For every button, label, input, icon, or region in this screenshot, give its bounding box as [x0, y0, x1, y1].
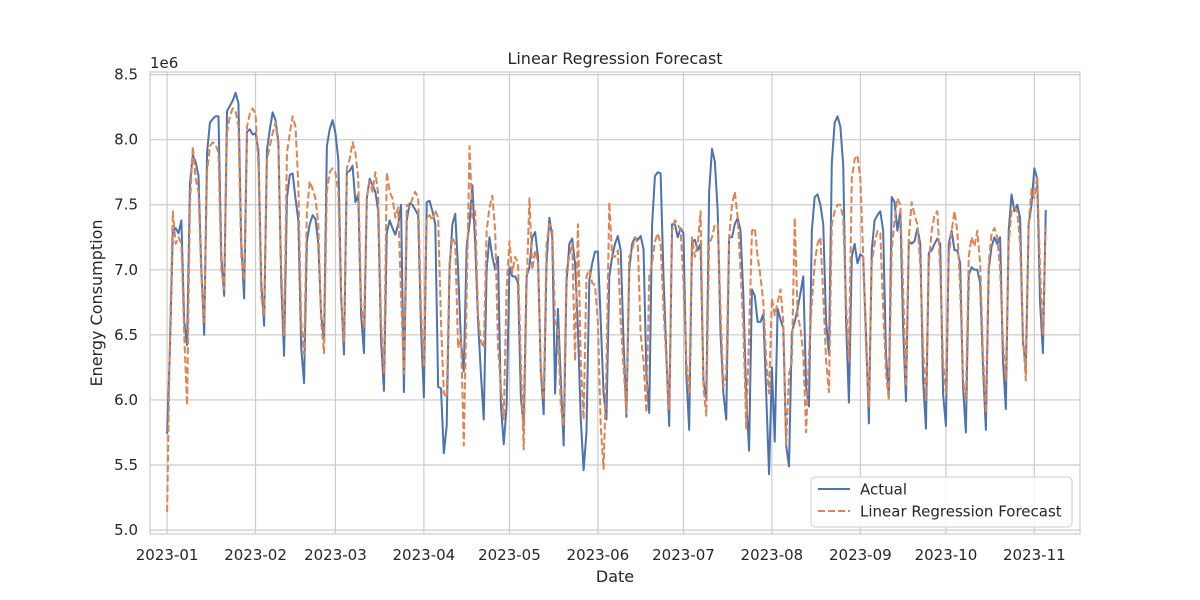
- y-tick-label: 7.5: [114, 196, 138, 214]
- y-tick-label: 6.5: [114, 326, 138, 344]
- x-tick-label: 2023-08: [741, 546, 804, 564]
- x-tick-label: 2023-04: [393, 546, 456, 564]
- y-offset-label: 1e6: [150, 54, 178, 72]
- x-tick-label: 2023-11: [1003, 546, 1066, 564]
- plot-frame: [149, 71, 1081, 535]
- y-tick-label: 8.0: [114, 131, 138, 149]
- x-tick-label: 2023-05: [478, 546, 541, 564]
- chart-title: Linear Regression Forecast: [507, 49, 722, 68]
- actual-series-line: [166, 91, 1047, 476]
- x-tick-label: 2023-02: [224, 546, 287, 564]
- legend-label-actual: Actual: [860, 481, 907, 499]
- x-tick-label: 2023-07: [652, 546, 715, 564]
- x-tick-label: 2023-01: [136, 546, 199, 564]
- y-tick-label: 6.0: [114, 391, 138, 409]
- tick-labels: 5.0 5.5 6.0 6.5 7.0 7.5 8.0 8.5 2023-01 2023-02 20…: [114, 66, 1066, 564]
- y-axis-label: Energy Consumption: [87, 219, 106, 386]
- series-layer: [166, 91, 1047, 512]
- x-tick-label: 2023-10: [915, 546, 978, 564]
- grid-lines: [150, 72, 1080, 534]
- y-tick-label: 8.5: [114, 66, 138, 84]
- y-tick-label: 5.0: [114, 521, 138, 539]
- forecast-series-line: [166, 107, 1047, 512]
- y-tick-label: 7.0: [114, 261, 138, 279]
- legend: Actual Linear Regression Forecast: [810, 476, 1073, 528]
- legend-label-forecast: Linear Regression Forecast: [860, 503, 1062, 521]
- y-tick-label: 5.5: [114, 456, 138, 474]
- x-tick-label: 2023-03: [304, 546, 367, 564]
- x-tick-label: 2023-06: [567, 546, 630, 564]
- legend-box: [810, 476, 1073, 528]
- x-axis-label: Date: [596, 567, 634, 586]
- x-tick-label: 2023-09: [829, 546, 892, 564]
